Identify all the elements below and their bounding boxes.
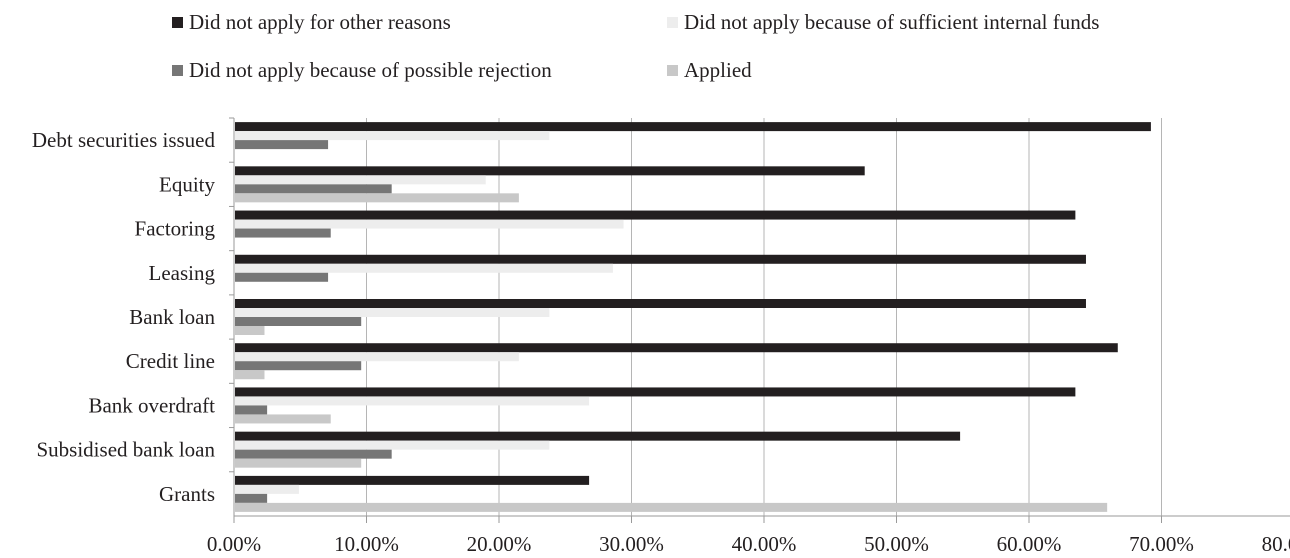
bar	[235, 440, 550, 450]
bar	[235, 317, 362, 326]
bar	[235, 228, 331, 238]
x-tick-label: 40.00%	[732, 532, 797, 556]
legend-label: Did not apply for other reasons	[189, 10, 451, 34]
x-tick-label: 30.00%	[599, 532, 664, 556]
bar	[235, 166, 865, 176]
category-label: Subsidised bank loan	[37, 438, 216, 462]
x-tick-label: 10.00%	[334, 532, 399, 556]
bar	[235, 326, 265, 335]
bar	[235, 272, 329, 282]
legend-swatch	[667, 17, 678, 28]
category-label: Bank overdraft	[88, 393, 215, 417]
bar	[235, 175, 486, 185]
bar	[235, 219, 624, 229]
legend-label: Did not apply because of possible reject…	[189, 58, 552, 82]
legend-item: Did not apply because of sufficient inte…	[667, 10, 1099, 35]
legend-label: Did not apply because of sufficient inte…	[684, 10, 1100, 34]
category-label: Grants	[159, 482, 215, 506]
category-label: Factoring	[135, 217, 216, 241]
legend-item: Did not apply for other reasons	[172, 10, 451, 35]
bar	[235, 502, 1108, 512]
legend-label: Applied	[684, 58, 752, 82]
category-label: Credit line	[126, 349, 215, 373]
bar	[235, 140, 329, 150]
bar	[235, 254, 1086, 264]
bar	[235, 449, 392, 459]
x-tick-label: 20.00%	[467, 532, 532, 556]
bar	[235, 493, 268, 503]
bar	[235, 184, 392, 194]
bar	[235, 343, 1118, 353]
bar	[235, 131, 550, 141]
bar	[235, 361, 362, 371]
legend-swatch	[172, 65, 183, 76]
x-tick-label: 60.00%	[997, 532, 1062, 556]
bar	[235, 414, 331, 424]
category-label: Debt securities issued	[32, 128, 216, 152]
bar	[235, 405, 268, 415]
bar	[235, 308, 550, 317]
bar	[235, 431, 961, 441]
legend-swatch	[667, 65, 678, 76]
x-tick-label: 0.00%	[207, 532, 261, 556]
x-tick-label: 50.00%	[864, 532, 929, 556]
x-tick-label: 80.00%	[1262, 532, 1290, 556]
bar	[235, 396, 590, 406]
bar	[235, 370, 265, 380]
category-label: Leasing	[149, 261, 216, 285]
bar	[235, 484, 299, 494]
bar	[235, 299, 1086, 308]
legend: Did not apply for other reasons Did not a…	[0, 0, 1290, 90]
legend-swatch	[172, 17, 183, 28]
category-label: Bank loan	[129, 305, 215, 329]
bar	[235, 475, 590, 485]
bar	[235, 387, 1076, 397]
legend-item: Did not apply because of possible reject…	[172, 58, 552, 83]
legend-item: Applied	[667, 58, 752, 83]
bar	[235, 210, 1076, 220]
bar	[235, 263, 613, 273]
category-label: Equity	[159, 172, 215, 196]
bar	[235, 458, 362, 468]
bar	[235, 122, 1151, 132]
x-tick-label: 70.00%	[1129, 532, 1194, 556]
bar	[235, 193, 519, 203]
bar	[235, 352, 519, 362]
